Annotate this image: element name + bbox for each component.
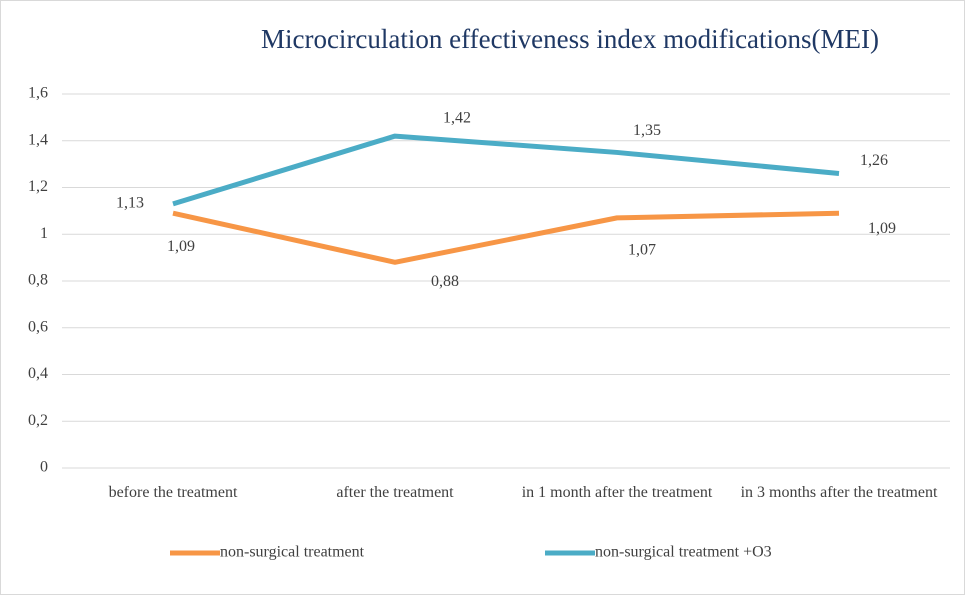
legend-label: non-surgical treatment +O3 (595, 544, 772, 561)
data-label: 0,88 (431, 273, 459, 290)
x-tick-label: in 3 months after the treatment (740, 484, 938, 501)
x-tick-label: in 1 month after the treatment (521, 484, 713, 501)
y-tick-label: 1,4 (28, 131, 48, 148)
y-tick-label: 0,2 (28, 412, 48, 429)
y-tick-label: 1,6 (28, 85, 48, 102)
y-tick-label: 1 (40, 225, 48, 242)
chart-title: Microcirculation effectiveness index mod… (261, 24, 879, 54)
x-tick-label: after the treatment (336, 484, 454, 501)
y-tick-label: 0 (40, 459, 48, 476)
data-label: 1,42 (443, 110, 471, 127)
y-tick-label: 0,4 (28, 365, 48, 382)
legend-label: non-surgical treatment (220, 544, 365, 561)
data-label: 1,09 (167, 238, 195, 255)
data-label: 1,09 (868, 220, 896, 237)
y-tick-label: 1,2 (28, 178, 48, 195)
data-label: 1,26 (860, 152, 888, 169)
x-tick-label: before the treatment (108, 484, 238, 501)
y-tick-label: 0,8 (28, 272, 48, 289)
y-tick-label: 0,6 (28, 318, 48, 335)
data-label: 1,35 (633, 122, 661, 139)
line-series (172, 133, 840, 207)
line-series (172, 210, 840, 265)
data-label: 1,07 (628, 242, 656, 259)
data-label: 1,13 (116, 195, 144, 212)
